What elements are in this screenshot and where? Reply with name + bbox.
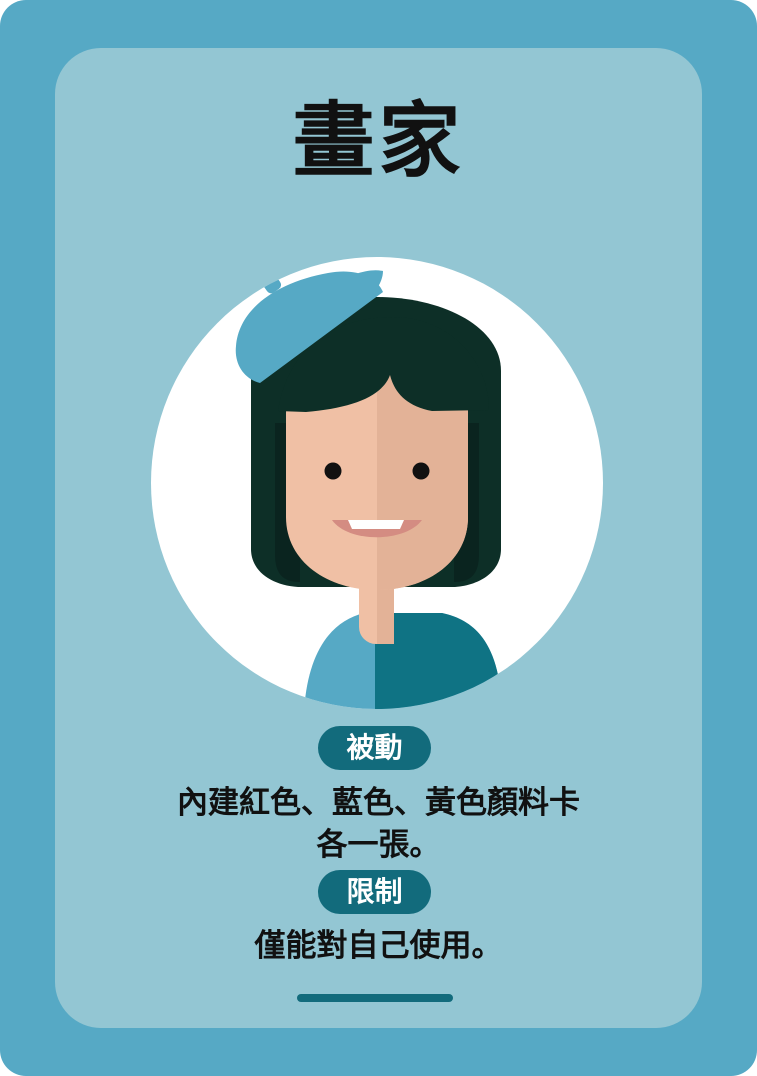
bottom-divider <box>297 994 453 1002</box>
passive-line-2: 各一張。 <box>316 827 441 863</box>
painter-avatar-icon <box>150 255 604 711</box>
passive-line-1: 內建紅色、藍色、黃色顏料卡 <box>177 785 580 821</box>
passive-description: 內建紅色、藍色、黃色顏料卡 各一張。 <box>80 782 677 866</box>
limit-badge: 限制 <box>318 870 431 914</box>
limit-description: 僅能對自己使用。 <box>254 928 503 964</box>
card-title: 畫家 <box>292 94 465 189</box>
passive-badge: 被動 <box>318 726 431 770</box>
